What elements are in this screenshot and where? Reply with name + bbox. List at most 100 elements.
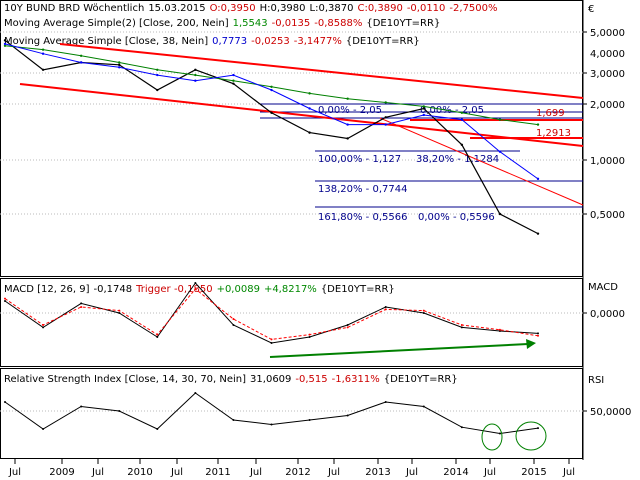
x-tick-label: 2011 xyxy=(205,467,230,478)
rsi-circle-1 xyxy=(481,423,503,451)
macd-point xyxy=(384,308,387,311)
rsi-label: Relative Strength Index [Close, 14, 30, … xyxy=(4,374,246,385)
price-point xyxy=(194,79,197,82)
macd-point xyxy=(118,309,121,312)
macd-point xyxy=(42,326,45,329)
header-symbol: 10Y BUND BRD Wöchentlich xyxy=(4,3,144,14)
macd-point xyxy=(80,302,83,305)
rsi-change: -0,515 xyxy=(295,374,327,385)
rsi-series-line xyxy=(4,392,539,435)
fib-levels xyxy=(260,103,583,208)
price-point xyxy=(156,73,159,77)
ma38-label: Moving Average Simple [Close, 38, Nein] xyxy=(4,36,208,47)
rsi-suffix: {DE10YT=RR} xyxy=(384,374,458,385)
rsi-value: 31,0609 xyxy=(250,374,291,385)
x-tick-label: 2015 xyxy=(521,467,546,478)
rsi-circle-2 xyxy=(515,421,547,451)
macd-point xyxy=(42,324,45,326)
price-point xyxy=(498,212,502,216)
ma38-change: -0,0253 xyxy=(251,36,290,47)
rsi-point xyxy=(118,410,121,412)
header-change: -0,0110 xyxy=(407,3,446,14)
macd-series xyxy=(4,282,539,344)
price-point xyxy=(422,113,425,117)
rsi-header: Relative Strength Index [Close, 14, 30, … xyxy=(4,374,458,385)
macd-point xyxy=(4,300,6,302)
panel-frames xyxy=(0,0,584,460)
price-tick: 1,0000 xyxy=(590,156,625,167)
x-tick-label: 2014 xyxy=(443,467,468,478)
macd-label: MACD [12, 26, 9] xyxy=(4,284,90,295)
price-point xyxy=(3,39,7,42)
price-point xyxy=(3,42,7,46)
price-point xyxy=(232,73,235,77)
price-point xyxy=(118,63,121,67)
macd-point xyxy=(537,334,539,337)
macd-point xyxy=(156,336,159,338)
rsi-point xyxy=(460,426,463,429)
fib-label: 0,00% - 2,05 xyxy=(318,105,382,116)
rsi-highlight-circles xyxy=(481,421,547,451)
macd-trend-arrowhead xyxy=(526,339,536,349)
price-point xyxy=(308,92,311,95)
x-tick-label: Jul xyxy=(249,467,262,478)
macd-point xyxy=(346,326,349,329)
header-line2: Moving Average Simple(2) [Close, 200, Ne… xyxy=(4,18,440,29)
price-tick: 5,0000 xyxy=(590,28,625,39)
macd-trigger-label: Trigger xyxy=(135,284,171,295)
header-high: H:0,3980 xyxy=(260,3,306,14)
price-point xyxy=(194,68,197,71)
price-tick: 4,0000 xyxy=(590,49,625,60)
macd-point xyxy=(4,297,6,300)
price-point xyxy=(41,68,45,71)
price-point xyxy=(384,116,387,119)
rsi-point xyxy=(80,405,83,408)
trend-lines xyxy=(19,43,584,147)
macd-point xyxy=(156,333,159,336)
macd-change: +0,0089 xyxy=(217,284,260,295)
macd-trend-line xyxy=(269,343,529,358)
price-point xyxy=(156,88,159,92)
trend-line-upper xyxy=(59,43,584,99)
ma38-value: 0,7773 xyxy=(212,36,247,47)
x-tick-label: Jul xyxy=(8,467,21,478)
rsi-y-tick: 50,0000 xyxy=(590,407,631,418)
rsi-point xyxy=(346,414,349,417)
trend-line-lower xyxy=(19,83,584,147)
macd-axis-title: MACD xyxy=(588,282,618,293)
x-tick-label: Jul xyxy=(405,467,418,478)
header-change-pct: -2,7500% xyxy=(449,3,497,14)
macd-header: MACD [12, 26, 9] -0,1748 Trigger -0,1850 +0,… xyxy=(4,284,395,295)
price-tick: 2,0000 xyxy=(590,100,625,111)
rsi-axis-title: RSI xyxy=(588,375,604,386)
ma200-suffix: {DE10YT=RR} xyxy=(366,18,440,29)
macd-change-pct: +4,8217% xyxy=(264,284,317,295)
price-point xyxy=(536,232,540,235)
rsi-point xyxy=(156,428,159,430)
price-point xyxy=(498,150,502,153)
header-open: O:0,3950 xyxy=(210,3,256,14)
price-tick: 3,0000 xyxy=(590,69,625,80)
rsi-point xyxy=(498,432,501,435)
x-tick-label: 2009 xyxy=(49,467,74,478)
price-point xyxy=(536,123,540,126)
x-tick-label: Jul xyxy=(91,467,104,478)
fib-label: 100,00% - 1,127 xyxy=(318,154,401,165)
macd-point xyxy=(80,306,83,308)
macd-point xyxy=(384,306,387,308)
currency-symbol: € xyxy=(588,4,594,15)
macd-series-line-1 xyxy=(4,288,539,340)
price-series xyxy=(3,39,540,235)
price-point xyxy=(232,79,235,82)
x-tick-label: 2013 xyxy=(365,467,390,478)
price-header: 10Y BUND BRD Wöchentlich 15.03.2015 O:0,39… xyxy=(4,3,594,47)
ma200-label: Moving Average Simple(2) [Close, 200, Ne… xyxy=(4,18,229,29)
macd-point xyxy=(308,333,311,336)
macd-point xyxy=(232,324,235,326)
macd-suffix: {DE10YT=RR} xyxy=(321,284,395,295)
price-point xyxy=(41,52,45,55)
level-label: 1,699 xyxy=(536,108,565,119)
macd-point xyxy=(498,328,501,331)
